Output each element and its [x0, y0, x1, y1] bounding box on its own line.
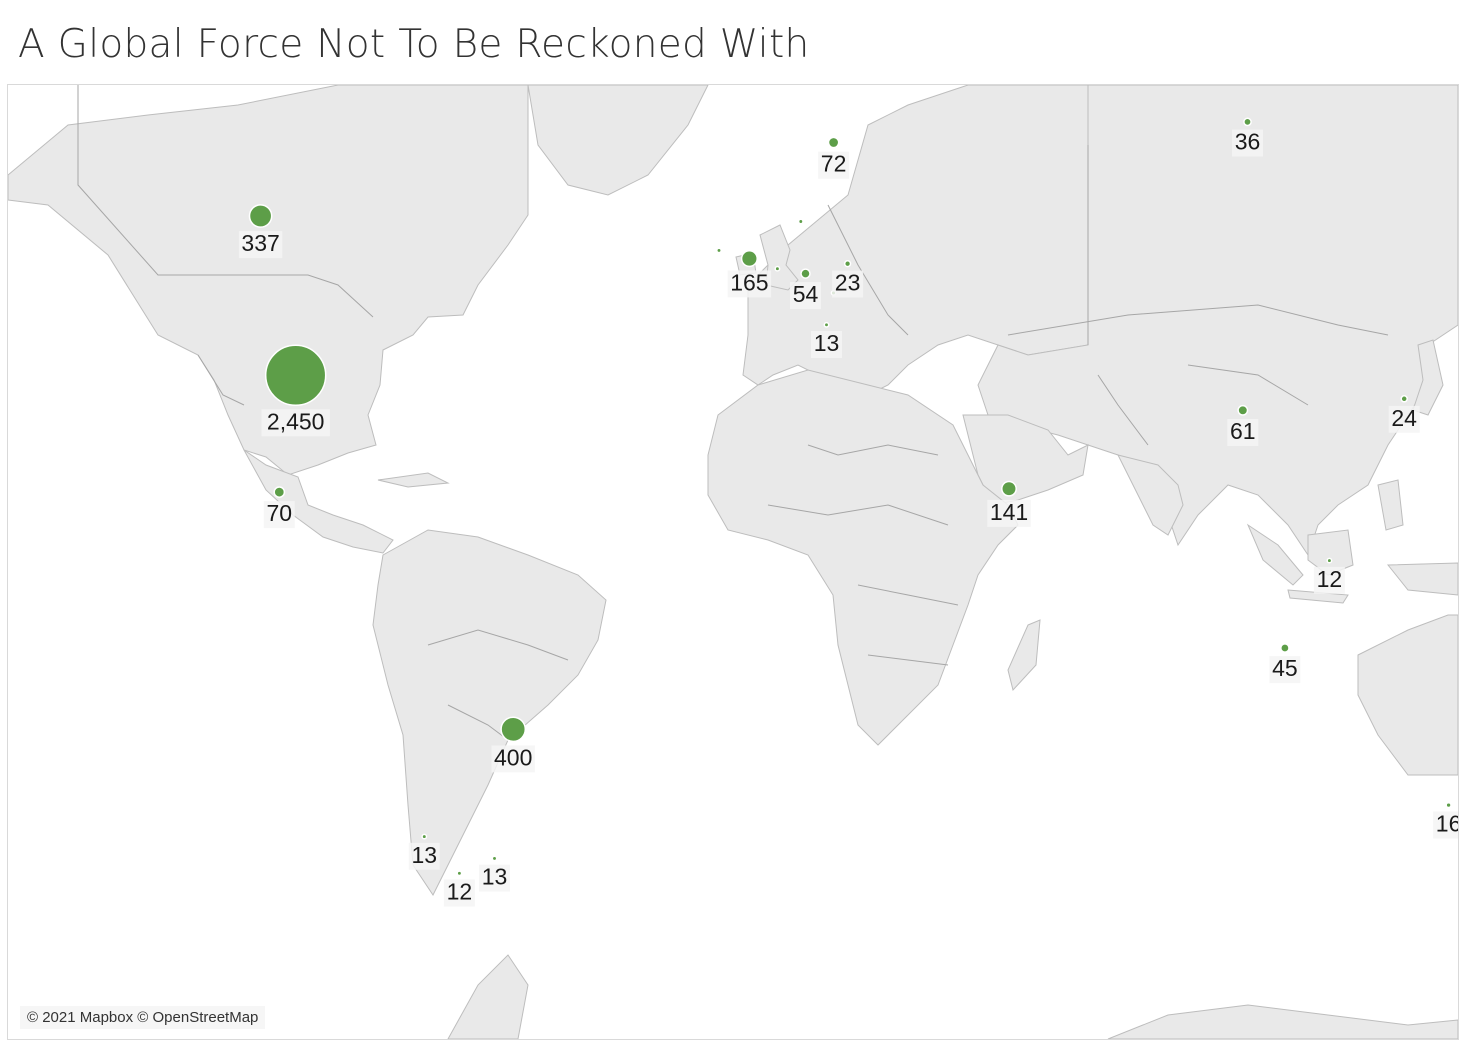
- border-layer: [77, 85, 1389, 741]
- land-antarctica: [447, 954, 529, 1039]
- point-marker[interactable]: [500, 716, 527, 743]
- point-marker[interactable]: [421, 833, 428, 840]
- land-north-america: [8, 85, 529, 476]
- point-label-bg: [479, 864, 510, 892]
- point-marker[interactable]: [264, 344, 327, 407]
- point-label: 61: [1230, 418, 1256, 444]
- point-label: 13: [412, 842, 438, 868]
- point-marker[interactable]: [827, 136, 840, 149]
- point-marker[interactable]: [800, 268, 811, 279]
- point-label: 12: [1317, 566, 1343, 592]
- point-marker[interactable]: [248, 204, 273, 228]
- land-new-guinea: [1386, 562, 1458, 596]
- land-europe: [742, 85, 1089, 396]
- point-label-bg: [1388, 405, 1420, 433]
- point-label-bg: [408, 842, 440, 870]
- point-label-bg: [1232, 129, 1263, 157]
- land-layer: [8, 85, 1458, 1039]
- point-marker[interactable]: [1280, 643, 1290, 653]
- point-label: 13: [482, 864, 508, 890]
- point-label-bg: [1433, 811, 1458, 839]
- point-marker[interactable]: [491, 855, 498, 862]
- point-marker[interactable]: [1243, 117, 1252, 127]
- point-marker[interactable]: [823, 321, 830, 328]
- point-label: 2,450: [267, 408, 325, 434]
- land-sumatra: [1246, 523, 1304, 586]
- point-label-bg: [727, 270, 772, 298]
- point-label-bg: [832, 270, 864, 298]
- point-marker[interactable]: [797, 218, 804, 225]
- point-label: 16: [1436, 811, 1458, 837]
- point-label: 54: [793, 281, 819, 307]
- point-marker[interactable]: [774, 265, 781, 272]
- point-label-bg: [491, 745, 535, 773]
- point-label-bg: [1269, 656, 1301, 684]
- point-marker[interactable]: [740, 250, 758, 268]
- point-label: 70: [267, 500, 293, 526]
- point-label: 337: [241, 230, 279, 256]
- land-greenland: [527, 85, 709, 196]
- point-label: 13: [814, 330, 840, 356]
- point-marker[interactable]: [273, 486, 286, 498]
- land-madagascar: [1007, 619, 1041, 692]
- point-label-bg: [987, 499, 1031, 527]
- land-japan: [1412, 339, 1444, 416]
- point-marker[interactable]: [1326, 557, 1333, 564]
- land-antarctica-east: [1107, 1004, 1458, 1039]
- point-label-bg: [790, 282, 821, 310]
- page-title: A Global Force Not To Be Reckoned With: [18, 22, 810, 67]
- point-marker[interactable]: [1400, 395, 1408, 403]
- point-marker[interactable]: [1445, 801, 1452, 809]
- point-label: 45: [1272, 655, 1298, 681]
- point-label-bg: [818, 151, 850, 179]
- point-label-bg: [263, 501, 295, 529]
- land-south-america: [372, 529, 607, 896]
- point-label: 36: [1235, 129, 1261, 155]
- point-label: 12: [447, 879, 473, 905]
- point-label-bg: [443, 879, 475, 907]
- point-label: 141: [990, 499, 1028, 525]
- land-philippines: [1377, 479, 1404, 531]
- map-canvas[interactable]: 2,450 400 337 165 141 72 70 61 54 45 36 24 23 16 13 13 1…: [8, 85, 1458, 1039]
- point-label-bg: [1313, 566, 1345, 594]
- point-label-bg: [811, 331, 842, 358]
- labels-layer: 2,450 400 337 165 141 72 70 61 54 45 36 24 23 16 13 13 1…: [238, 129, 1458, 907]
- point-marker[interactable]: [716, 247, 722, 254]
- point-label: 400: [494, 744, 532, 770]
- point-label: 23: [835, 270, 861, 296]
- point-marker[interactable]: [1237, 404, 1249, 416]
- point-label: 24: [1391, 405, 1417, 431]
- point-marker[interactable]: [1001, 480, 1017, 497]
- marks-layer[interactable]: [248, 117, 1452, 877]
- land-africa: [707, 369, 1019, 746]
- point-label-bg: [1227, 419, 1259, 446]
- map-attribution[interactable]: © 2021 Mapbox © OpenStreetMap: [20, 1006, 266, 1029]
- point-marker[interactable]: [843, 260, 852, 268]
- land-australia: [1357, 614, 1458, 776]
- point-label: 165: [730, 269, 768, 295]
- land-india: [1117, 454, 1184, 536]
- world-map[interactable]: 2,450 400 337 165 141 72 70 61 54 45 36 24 23 16 13 13 1…: [7, 84, 1459, 1040]
- point-label: 72: [821, 151, 847, 177]
- point-label-bg: [238, 231, 283, 259]
- point-marker[interactable]: [456, 870, 463, 877]
- point-label-bg: [261, 409, 330, 437]
- land-caribbean: [377, 472, 450, 488]
